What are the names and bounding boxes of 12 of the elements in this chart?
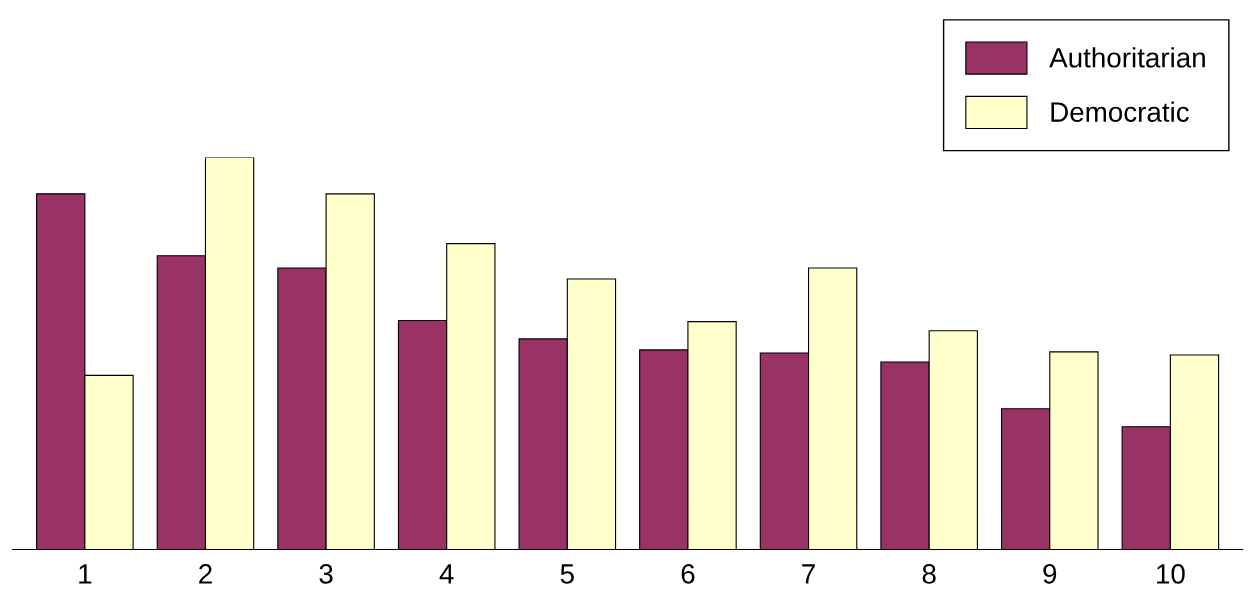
x-tick-label: 3 — [319, 564, 333, 584]
x-tick-label: 4 — [439, 564, 454, 584]
x-tick-label: 9 — [1043, 564, 1057, 584]
x-tick-label: 2 — [199, 564, 212, 584]
legend-label: Democratic — [1051, 101, 1189, 122]
legend-label: Authoritarian — [1049, 47, 1205, 68]
x-tick-label: 10 — [1157, 564, 1185, 584]
x-tick-label: 1 — [79, 564, 92, 584]
x-tick-label: 6 — [681, 564, 695, 584]
x-tick-label: 5 — [560, 564, 574, 584]
x-tick-label: 7 — [802, 564, 815, 584]
x-tick-label: 8 — [922, 564, 936, 584]
